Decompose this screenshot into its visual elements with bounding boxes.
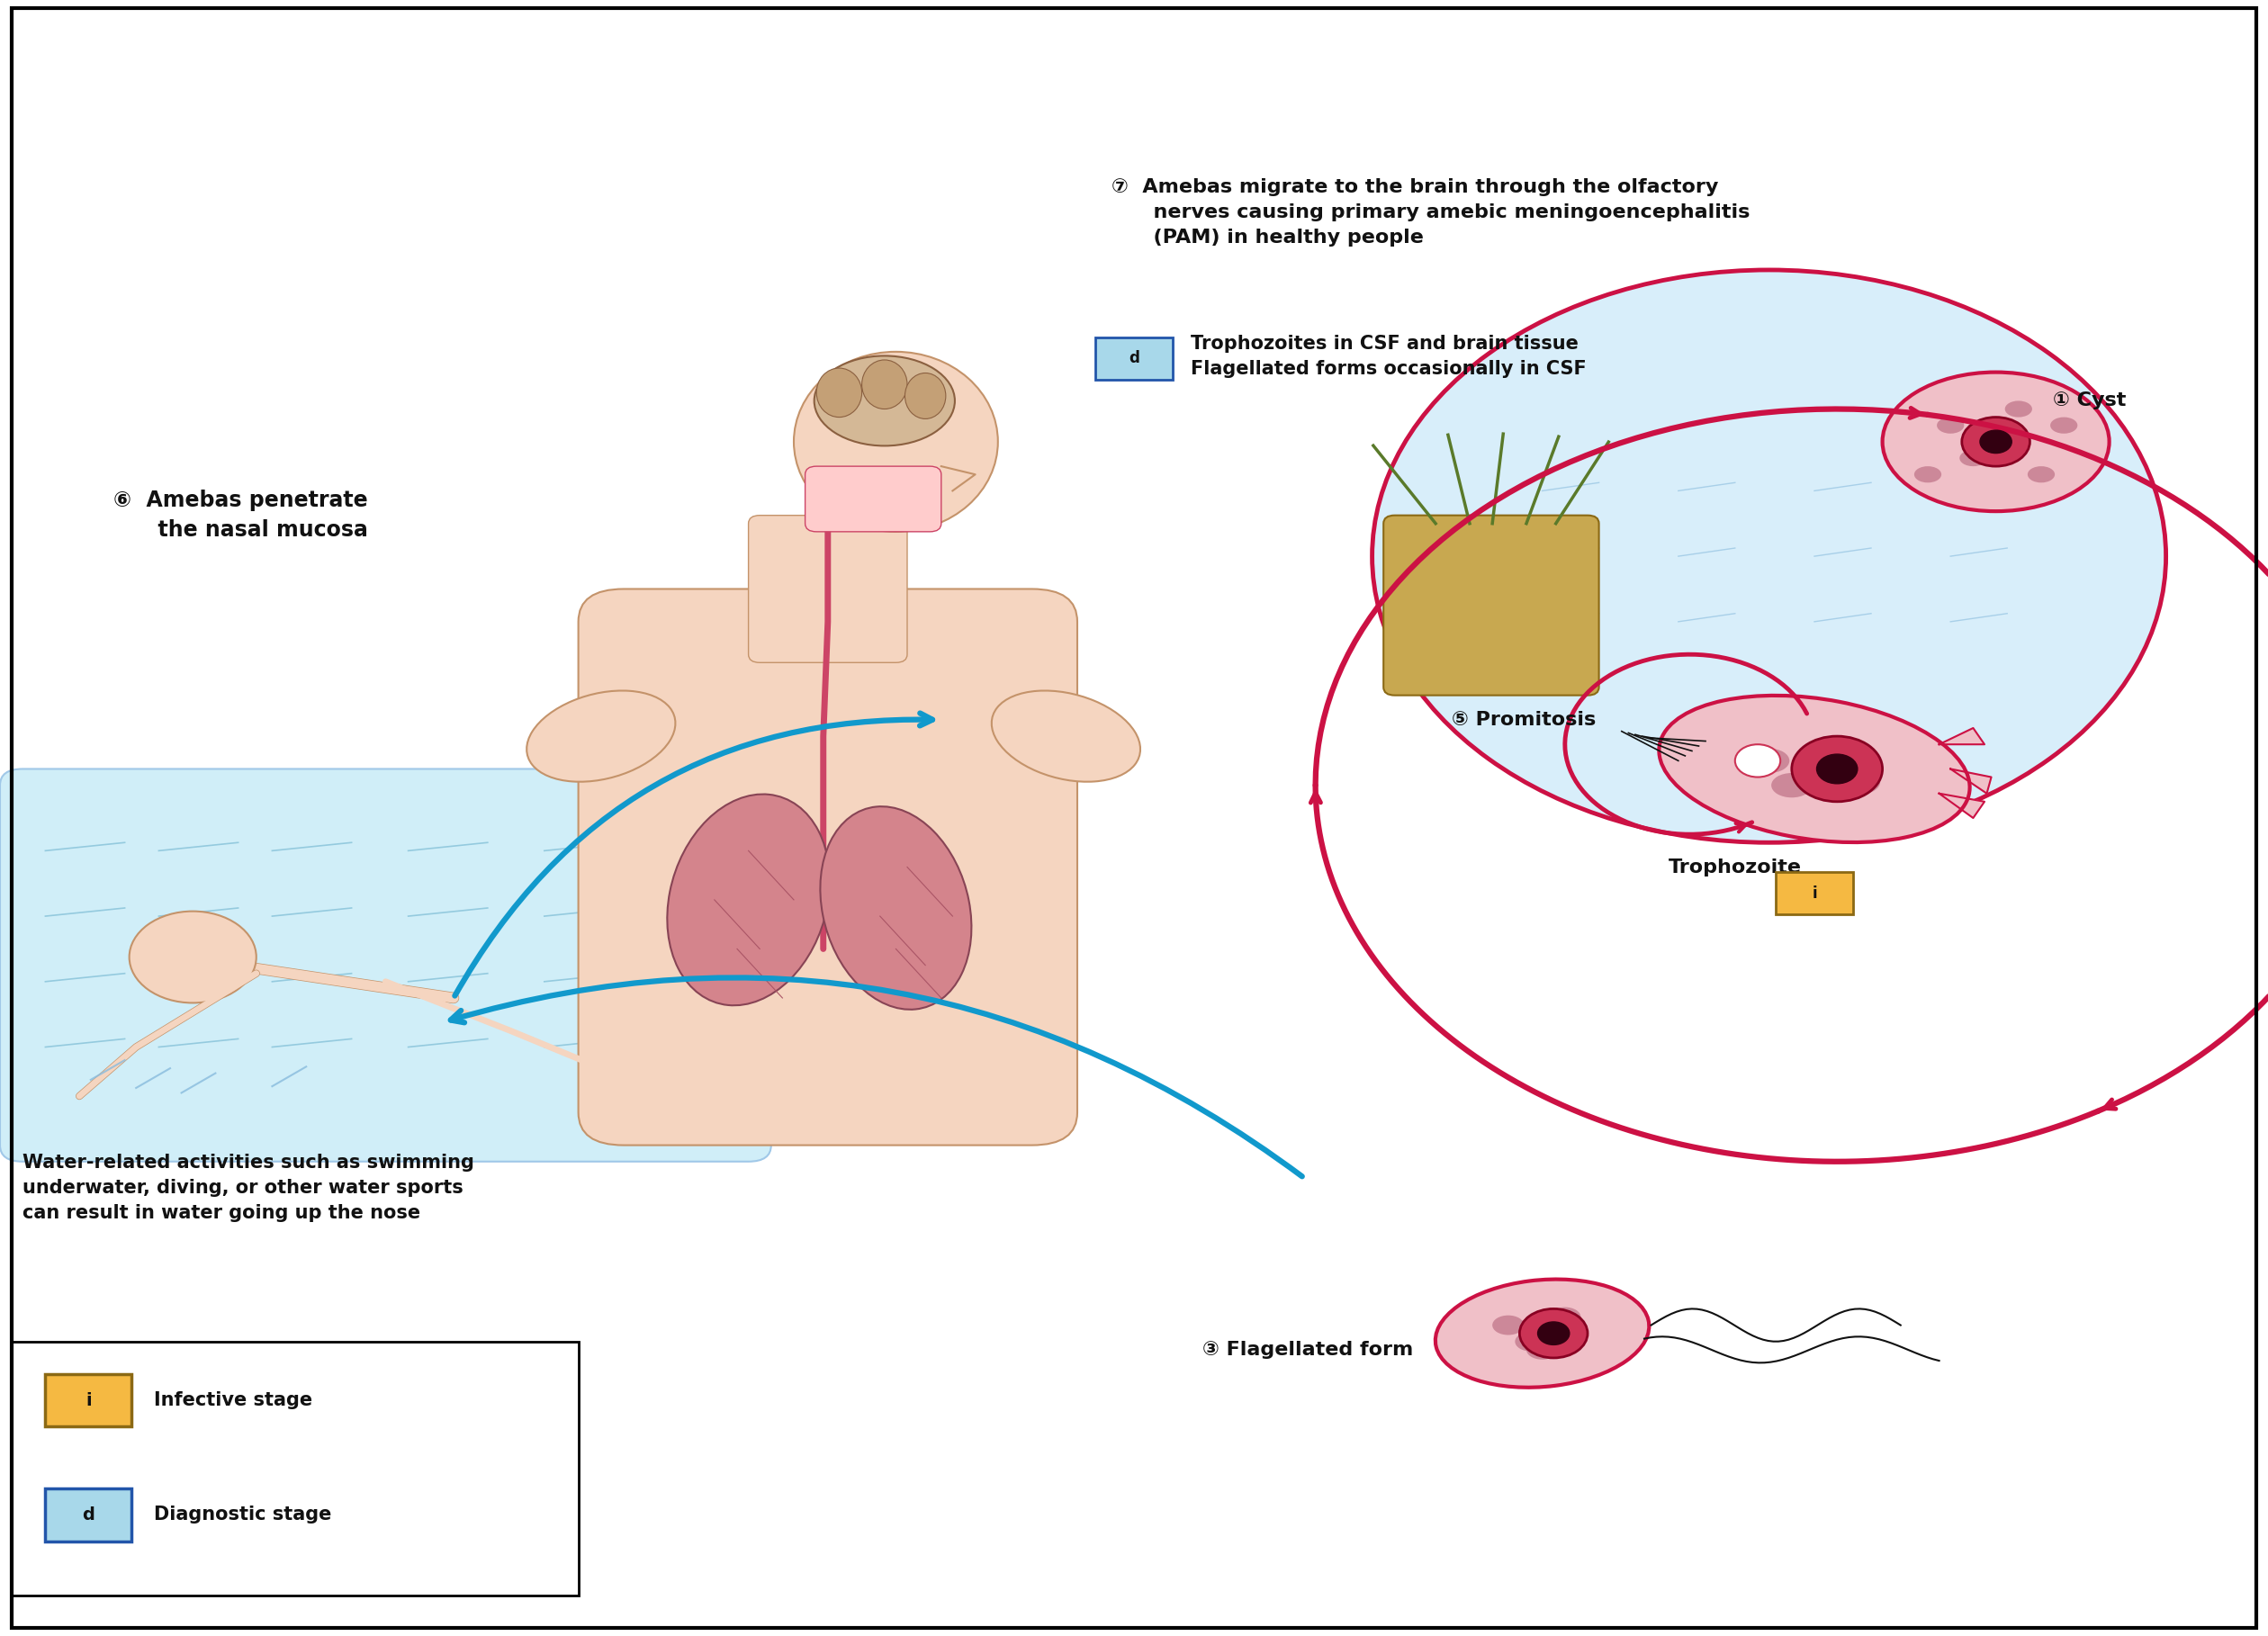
Ellipse shape <box>1515 1332 1547 1351</box>
Polygon shape <box>1939 793 1984 818</box>
Ellipse shape <box>667 793 830 1006</box>
FancyBboxPatch shape <box>1776 872 1853 915</box>
FancyBboxPatch shape <box>11 1342 578 1595</box>
Ellipse shape <box>1937 417 1964 434</box>
Text: Water-related activities such as swimming
underwater, diving, or other water spo: Water-related activities such as swimmin… <box>23 1153 474 1222</box>
Text: Infective stage: Infective stage <box>154 1391 313 1410</box>
Text: d: d <box>82 1507 95 1523</box>
Circle shape <box>129 911 256 1003</box>
Polygon shape <box>1950 769 1991 793</box>
FancyBboxPatch shape <box>0 769 771 1162</box>
Circle shape <box>1792 736 1882 802</box>
FancyBboxPatch shape <box>805 466 941 532</box>
Ellipse shape <box>1882 373 2109 512</box>
Ellipse shape <box>2028 466 2055 483</box>
Text: i: i <box>1812 885 1817 901</box>
Ellipse shape <box>1960 450 1987 466</box>
Text: ① Cyst: ① Cyst <box>2053 391 2125 411</box>
Ellipse shape <box>1982 434 2009 450</box>
Ellipse shape <box>2050 417 2077 434</box>
Text: ⑤ Promitosis: ⑤ Promitosis <box>1452 710 1597 730</box>
Ellipse shape <box>821 807 971 1009</box>
Ellipse shape <box>1771 774 1812 798</box>
FancyBboxPatch shape <box>45 1374 132 1427</box>
Ellipse shape <box>862 360 907 409</box>
Text: Diagnostic stage: Diagnostic stage <box>154 1505 331 1525</box>
Text: Trophozoite: Trophozoite <box>1669 857 1801 877</box>
Ellipse shape <box>794 352 998 532</box>
Ellipse shape <box>1839 771 1880 795</box>
Circle shape <box>1538 1322 1569 1345</box>
FancyBboxPatch shape <box>1095 337 1173 380</box>
Ellipse shape <box>1549 1307 1581 1327</box>
Ellipse shape <box>1436 1279 1649 1387</box>
Circle shape <box>1962 417 2030 466</box>
Ellipse shape <box>1914 466 1941 483</box>
Ellipse shape <box>1526 1340 1558 1360</box>
Ellipse shape <box>816 368 862 417</box>
Ellipse shape <box>526 690 676 782</box>
Circle shape <box>1817 754 1857 784</box>
Text: ⑦  Amebas migrate to the brain through the olfactory
      nerves causing primar: ⑦ Amebas migrate to the brain through th… <box>1111 178 1749 247</box>
Circle shape <box>1520 1309 1588 1358</box>
Ellipse shape <box>905 373 946 419</box>
Polygon shape <box>1939 728 1984 744</box>
Text: ③ Flagellated form: ③ Flagellated form <box>1202 1340 1413 1360</box>
Text: i: i <box>86 1392 91 1409</box>
FancyBboxPatch shape <box>45 1489 132 1541</box>
Circle shape <box>1735 744 1780 777</box>
Circle shape <box>1372 270 2166 843</box>
Ellipse shape <box>1658 695 1971 843</box>
Circle shape <box>1980 430 2012 453</box>
Ellipse shape <box>1817 739 1857 766</box>
Text: Trophozoites in CSF and brain tissue
Flagellated forms occasionally in CSF: Trophozoites in CSF and brain tissue Fla… <box>1191 335 1588 378</box>
FancyBboxPatch shape <box>748 515 907 663</box>
Ellipse shape <box>991 690 1141 782</box>
Text: d: d <box>1129 350 1139 366</box>
Ellipse shape <box>1749 749 1789 774</box>
Ellipse shape <box>2005 401 2032 417</box>
Ellipse shape <box>814 357 955 447</box>
Text: ⑥  Amebas penetrate
      the nasal mucosa: ⑥ Amebas penetrate the nasal mucosa <box>113 489 367 542</box>
Ellipse shape <box>1492 1315 1524 1335</box>
FancyBboxPatch shape <box>578 589 1077 1145</box>
FancyBboxPatch shape <box>1383 515 1599 695</box>
